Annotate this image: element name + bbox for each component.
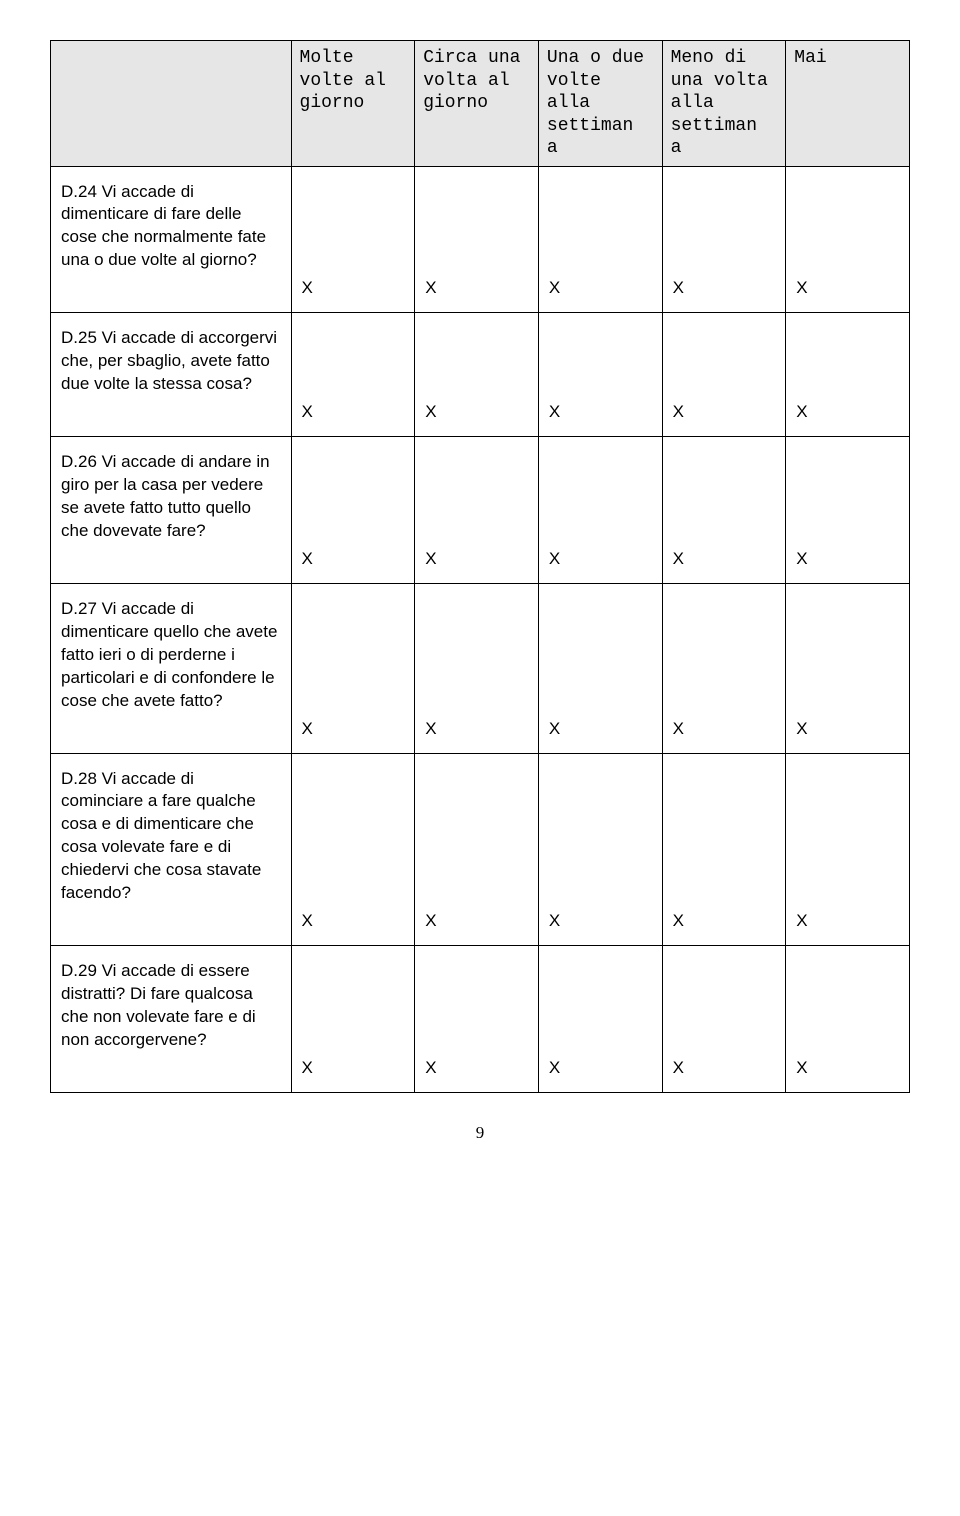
answer-cell: X xyxy=(415,166,539,313)
answer-cell: X xyxy=(662,946,786,1093)
table-row: D.29 Vi accade di essere distratti? Di f… xyxy=(51,946,910,1093)
answer-cell: X xyxy=(415,946,539,1093)
col-header-2: Circa una volta al giorno xyxy=(415,41,539,167)
col-header-3: Una o due volte alla settiman a xyxy=(538,41,662,167)
answer-cell: X xyxy=(786,753,910,946)
questionnaire-table: Molte volte al giorno Circa una volta al… xyxy=(50,40,910,1093)
answer-cell: X xyxy=(662,313,786,437)
answer-cell: X xyxy=(662,166,786,313)
question-cell: D.24 Vi accade di dimenticare di fare de… xyxy=(51,166,292,313)
col-header-1: Molte volte al giorno xyxy=(291,41,415,167)
question-cell: D.26 Vi accade di andare in giro per la … xyxy=(51,437,292,584)
answer-cell: X xyxy=(291,313,415,437)
answer-cell: X xyxy=(291,946,415,1093)
answer-cell: X xyxy=(538,946,662,1093)
answer-cell: X xyxy=(415,583,539,753)
col-header-empty xyxy=(51,41,292,167)
answer-cell: X xyxy=(291,437,415,584)
table-row: D.25 Vi accade di accorgervi che, per sb… xyxy=(51,313,910,437)
answer-cell: X xyxy=(538,166,662,313)
question-cell: D.28 Vi accade di cominciare a fare qual… xyxy=(51,753,292,946)
answer-cell: X xyxy=(538,437,662,584)
answer-cell: X xyxy=(786,437,910,584)
table-row: D.24 Vi accade di dimenticare di fare de… xyxy=(51,166,910,313)
answer-cell: X xyxy=(291,753,415,946)
table-row: D.28 Vi accade di cominciare a fare qual… xyxy=(51,753,910,946)
answer-cell: X xyxy=(415,437,539,584)
answer-cell: X xyxy=(662,437,786,584)
answer-cell: X xyxy=(786,946,910,1093)
answer-cell: X xyxy=(786,166,910,313)
answer-cell: X xyxy=(662,583,786,753)
answer-cell: X xyxy=(538,583,662,753)
answer-cell: X xyxy=(291,166,415,313)
answer-cell: X xyxy=(415,313,539,437)
answer-cell: X xyxy=(538,753,662,946)
question-cell: D.25 Vi accade di accorgervi che, per sb… xyxy=(51,313,292,437)
col-header-5: Mai xyxy=(786,41,910,167)
question-cell: D.29 Vi accade di essere distratti? Di f… xyxy=(51,946,292,1093)
answer-cell: X xyxy=(415,753,539,946)
answer-cell: X xyxy=(538,313,662,437)
col-header-4: Meno di una volta alla settiman a xyxy=(662,41,786,167)
question-cell: D.27 Vi accade di dimenticare quello che… xyxy=(51,583,292,753)
table-header-row: Molte volte al giorno Circa una volta al… xyxy=(51,41,910,167)
answer-cell: X xyxy=(291,583,415,753)
table-row: D.27 Vi accade di dimenticare quello che… xyxy=(51,583,910,753)
answer-cell: X xyxy=(786,583,910,753)
answer-cell: X xyxy=(786,313,910,437)
answer-cell: X xyxy=(662,753,786,946)
page-number: 9 xyxy=(50,1123,910,1143)
table-row: D.26 Vi accade di andare in giro per la … xyxy=(51,437,910,584)
